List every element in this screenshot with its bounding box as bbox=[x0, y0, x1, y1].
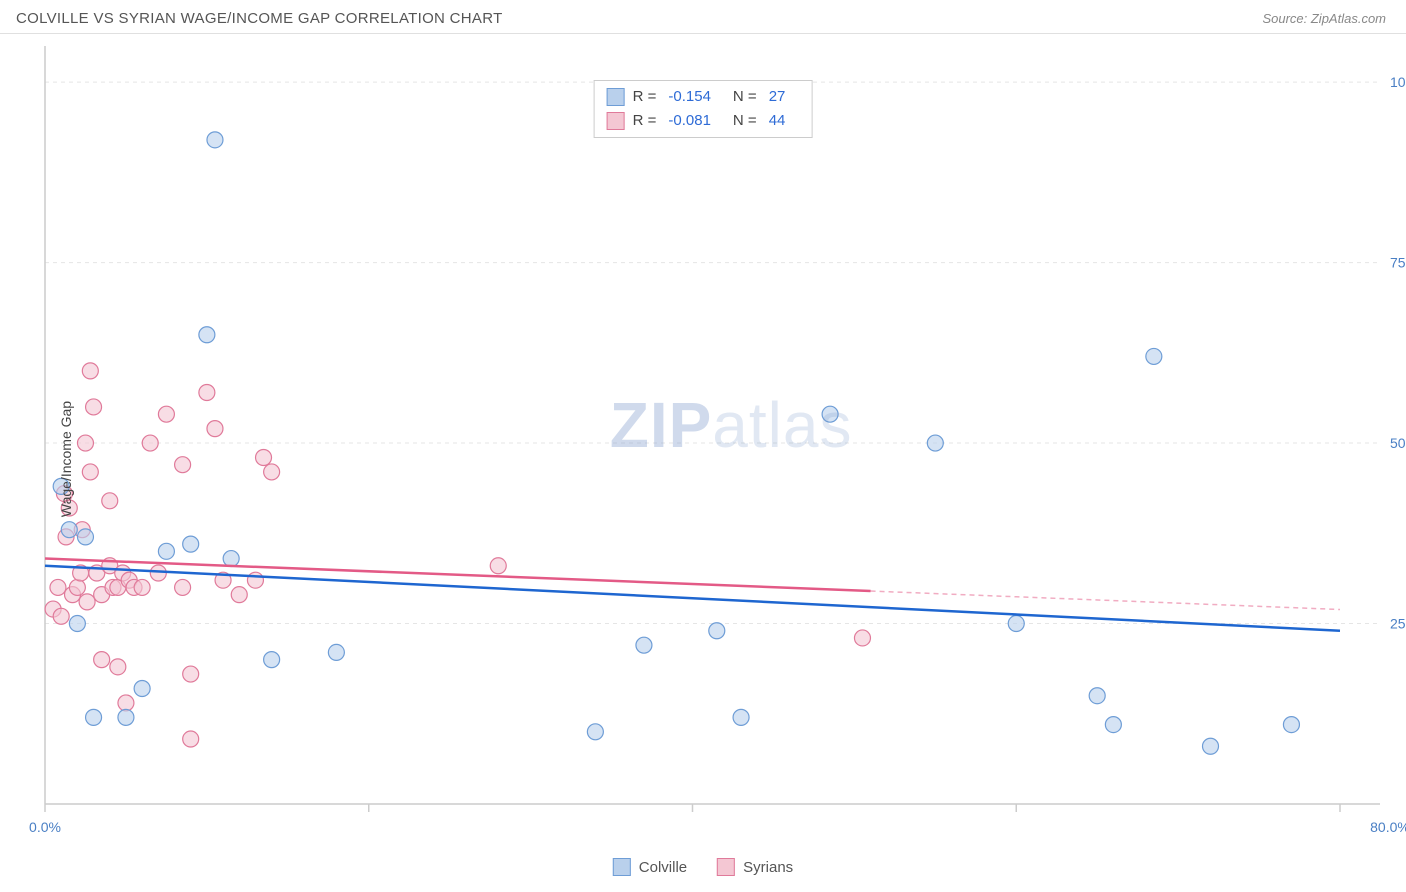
svg-text:0.0%: 0.0% bbox=[29, 819, 61, 835]
swatch-colville bbox=[607, 88, 625, 106]
svg-text:75.0%: 75.0% bbox=[1390, 255, 1406, 271]
n-value-syrians: 44 bbox=[769, 109, 786, 133]
n-label: N = bbox=[733, 85, 757, 109]
legend-item-syrians: Syrians bbox=[717, 858, 793, 876]
r-value-colville: -0.154 bbox=[668, 85, 711, 109]
svg-text:80.0%: 80.0% bbox=[1370, 819, 1406, 835]
legend-label-colville: Colville bbox=[639, 859, 687, 876]
correlation-row-colville: R = -0.154 N = 27 bbox=[607, 85, 800, 109]
svg-text:100.0%: 100.0% bbox=[1390, 74, 1406, 90]
legend-item-colville: Colville bbox=[613, 858, 687, 876]
swatch-syrians bbox=[717, 858, 735, 876]
svg-text:50.0%: 50.0% bbox=[1390, 435, 1406, 451]
legend-label-syrians: Syrians bbox=[743, 859, 793, 876]
chart-container: Wage/Income Gap 25.0% 50.0% 75.0% 100.0% 0.0… bbox=[0, 34, 1406, 884]
y-axis-label: Wage/Income Gap bbox=[58, 401, 74, 517]
r-label: R = bbox=[633, 109, 657, 133]
correlation-row-syrians: R = -0.081 N = 44 bbox=[607, 109, 800, 133]
chart-title: COLVILLE VS SYRIAN WAGE/INCOME GAP CORRE… bbox=[16, 10, 503, 27]
r-label: R = bbox=[633, 85, 657, 109]
scatter-chart: 25.0% 50.0% 75.0% 100.0% 0.0% 80.0% bbox=[0, 34, 1406, 854]
correlation-legend: R = -0.154 N = 27 R = -0.081 N = 44 bbox=[594, 80, 813, 138]
series-legend: Colville Syrians bbox=[613, 858, 793, 876]
n-label: N = bbox=[733, 109, 757, 133]
svg-text:25.0%: 25.0% bbox=[1390, 616, 1406, 632]
swatch-colville bbox=[613, 858, 631, 876]
swatch-syrians bbox=[607, 112, 625, 130]
chart-header: COLVILLE VS SYRIAN WAGE/INCOME GAP CORRE… bbox=[0, 0, 1406, 34]
chart-source: Source: ZipAtlas.com bbox=[1262, 11, 1386, 26]
r-value-syrians: -0.081 bbox=[668, 109, 711, 133]
n-value-colville: 27 bbox=[769, 85, 786, 109]
